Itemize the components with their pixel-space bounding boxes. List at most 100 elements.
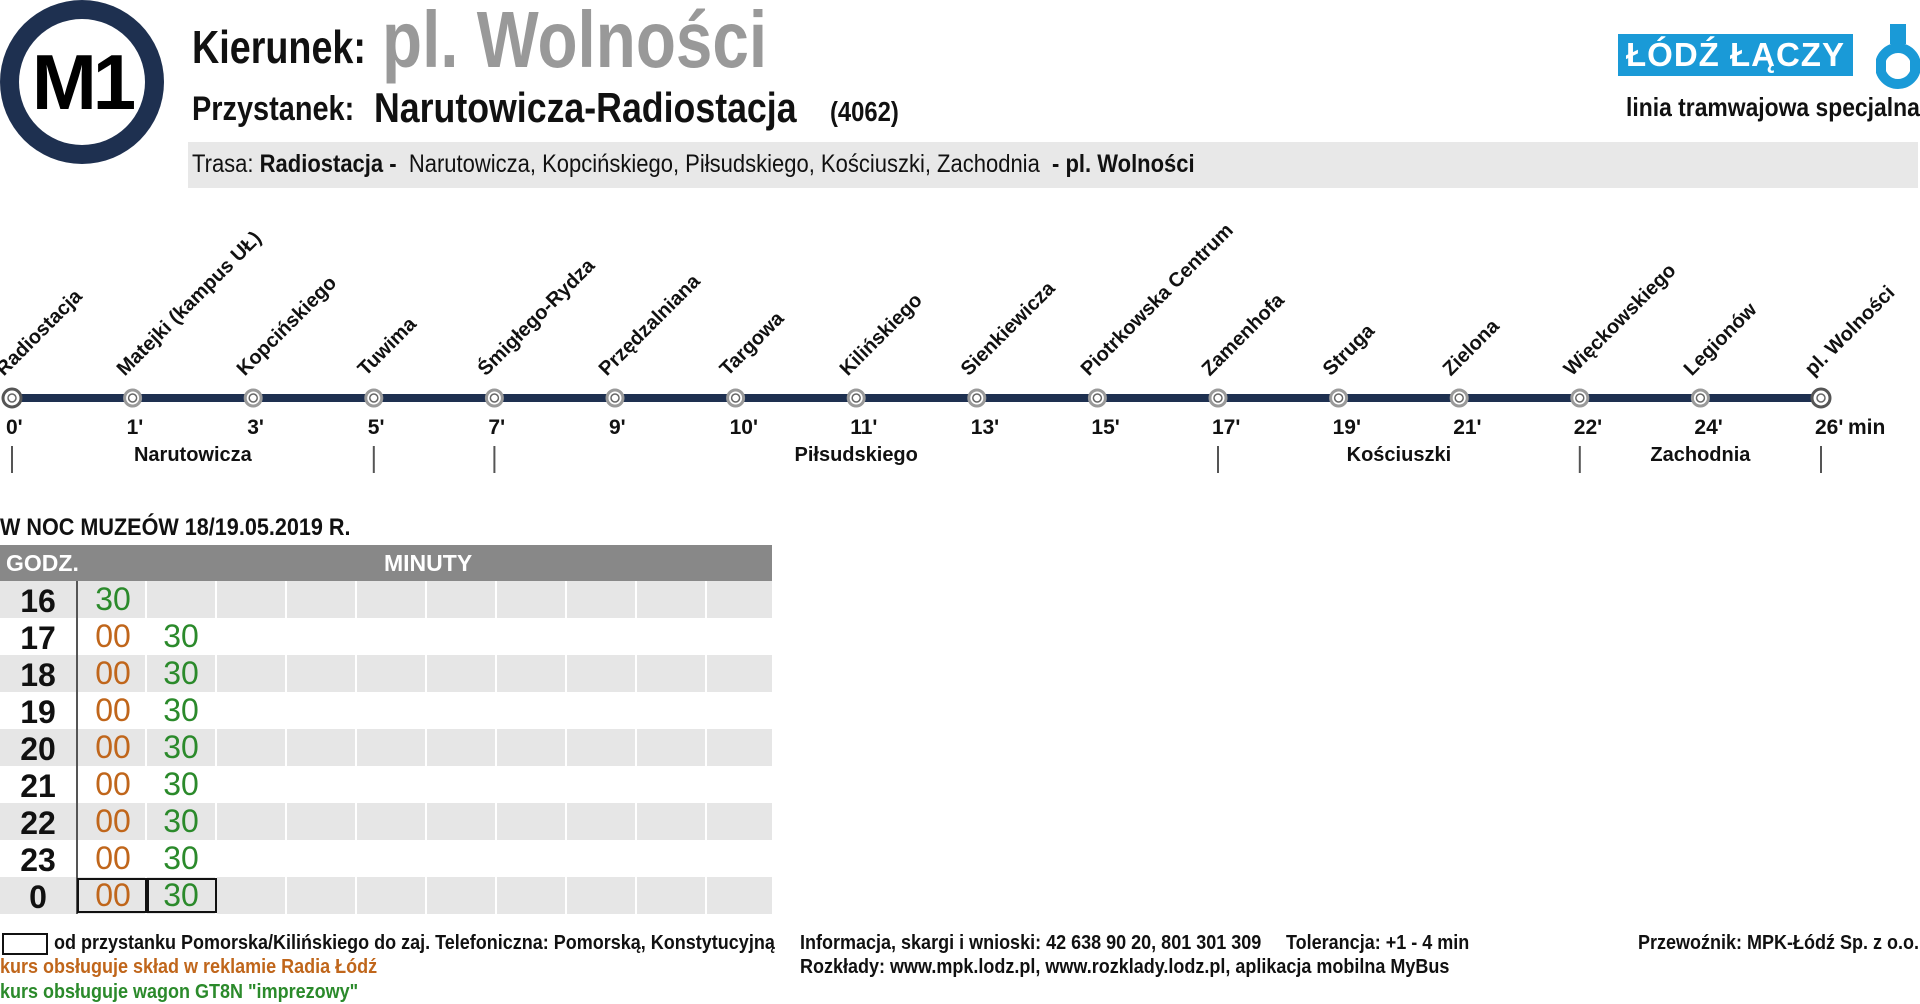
grid-line (355, 729, 357, 766)
time-unit: min (1848, 416, 1886, 439)
line-badge: M1 (0, 0, 164, 164)
grid-line (215, 655, 217, 692)
grid-line (355, 581, 357, 618)
stop-time-label: 15' (1091, 416, 1120, 439)
grid-line (355, 803, 357, 840)
departure-minute: 30 (163, 766, 199, 802)
timetable-row: 16 30 (0, 581, 772, 619)
stop-time-label: 11' (850, 416, 878, 439)
stop-marker-core (972, 393, 982, 403)
departure-minute: 30 (163, 618, 199, 654)
legend-green: kurs obsługuje wagon GT8N "imprezowy" (0, 981, 359, 1003)
line-number: M1 (19, 19, 145, 145)
timetable-title: W NOC MUZEÓW 18/19.05.2019 R. (0, 514, 351, 541)
grid-line (705, 877, 707, 914)
stop-marker-core (248, 393, 258, 403)
stop-name: Narutowicza-Radiostacja (374, 84, 797, 131)
brand-block: ŁÓDŹ ŁĄCZY linia tramwajowa specjalna (1610, 14, 1920, 124)
hour-column-header: GODZ. (6, 550, 79, 576)
stop-time-label: 13' (970, 416, 1000, 439)
timetable-row: 17 00 30 (0, 618, 772, 656)
brand-logo: ŁÓDŹ ŁĄCZY (1618, 34, 1853, 76)
route-bar: Trasa: Radiostacja - Narutowicza, Kopciń… (188, 142, 1918, 188)
timetable-row: 19 00 30 (0, 692, 772, 730)
stop-marker-core (1575, 393, 1585, 403)
hour-cell: 22 (20, 805, 56, 841)
timetable: GODZ. MINUTY 16 30 17 00 30 18 00 30 19 00 30 20 00 3… (0, 545, 772, 915)
departure-minute: 30 (163, 729, 199, 765)
departure-minute: 30 (163, 803, 199, 839)
grid-line (705, 655, 707, 692)
grid-line (425, 877, 427, 914)
stop-marker-core (610, 393, 620, 403)
stop-time-label: 3' (247, 416, 264, 439)
route-text: Trasa: Radiostacja - Narutowicza, Kopciń… (192, 150, 1195, 179)
grid-line (705, 803, 707, 840)
legend-boxed: od przystanku Pomorska/Kilińskiego do za… (54, 932, 775, 954)
timetable-row: 23 00 30 (0, 840, 772, 878)
hour-cell: 16 (20, 583, 56, 619)
departure-minute: 30 (163, 840, 199, 876)
direction-value: pl. Wolności (382, 0, 768, 84)
grid-line (635, 729, 637, 766)
timetable-row: 21 00 30 (0, 766, 772, 804)
legend-box-swatch (2, 933, 48, 955)
hour-cell: 21 (20, 768, 56, 804)
stop-time-label: 21' (1453, 416, 1482, 439)
stop-label: Przystanek: (192, 90, 355, 128)
grid-line (565, 877, 567, 914)
grid-line (565, 581, 567, 618)
hour-cell: 17 (20, 620, 56, 656)
hour-separator (76, 692, 78, 729)
street-name-label: Narutowicza (133, 444, 252, 466)
stop-time-label: 5' (367, 416, 385, 439)
route-diagram: Radiostacja 0' Matejki (kampus UŁ) 1' Kopciń… (0, 219, 1920, 480)
departure-minute: 00 (95, 766, 131, 802)
footer-tolerance: Tolerancja: +1 - 4 min (1286, 932, 1470, 954)
route-line-svg (1, 387, 1832, 473)
hour-cell: 19 (20, 694, 56, 730)
hour-cell: 20 (20, 731, 56, 767)
timetable-body: 16 30 17 00 30 18 00 30 19 00 30 20 00 30 21 00 30 22 00 30… (0, 581, 772, 915)
grid-line (285, 729, 287, 766)
grid-line (425, 729, 427, 766)
departure-minute: 30 (163, 655, 199, 691)
timetable-row: 0 00 30 (0, 877, 772, 915)
grid-line (495, 877, 497, 914)
route-start: Radiostacja - (259, 150, 397, 178)
hour-separator (76, 729, 78, 766)
grid-line (565, 803, 567, 840)
stop-time-label: 7' (488, 416, 506, 439)
stop-marker-core (127, 393, 138, 403)
grid-line (635, 655, 637, 692)
hour-separator (76, 581, 78, 618)
grid-line (635, 803, 637, 840)
stop-marker-core (851, 393, 861, 403)
street-name-label: Zachodnia (1650, 444, 1751, 466)
departure-minute: 30 (145, 878, 217, 913)
grid-line (495, 655, 497, 692)
grid-line (495, 729, 497, 766)
hour-cell: 0 (29, 879, 47, 915)
grid-line (145, 803, 147, 840)
hour-separator (76, 803, 78, 840)
departure-minute: 30 (163, 692, 199, 728)
stop-time-label: 0' (6, 416, 23, 439)
direction-label: Kierunek: (192, 21, 366, 73)
hour-separator (76, 840, 78, 877)
stop-time-label: 26' (1815, 416, 1844, 439)
timetable-row: 20 00 30 (0, 729, 772, 767)
departure-minute: 00 (95, 618, 131, 654)
stop-marker-core (1092, 393, 1103, 403)
grid-line (215, 803, 217, 840)
departure-minute: 30 (95, 581, 131, 617)
route-end: - pl. Wolności (1052, 150, 1195, 178)
departure-minute: 00 (77, 878, 149, 913)
grid-line (215, 581, 217, 618)
stop-time-label: 17' (1212, 416, 1241, 439)
grid-line (355, 877, 357, 914)
stop-code: (4062) (830, 96, 899, 127)
grid-line (145, 877, 147, 914)
grid-line (425, 803, 427, 840)
grid-line (495, 803, 497, 840)
